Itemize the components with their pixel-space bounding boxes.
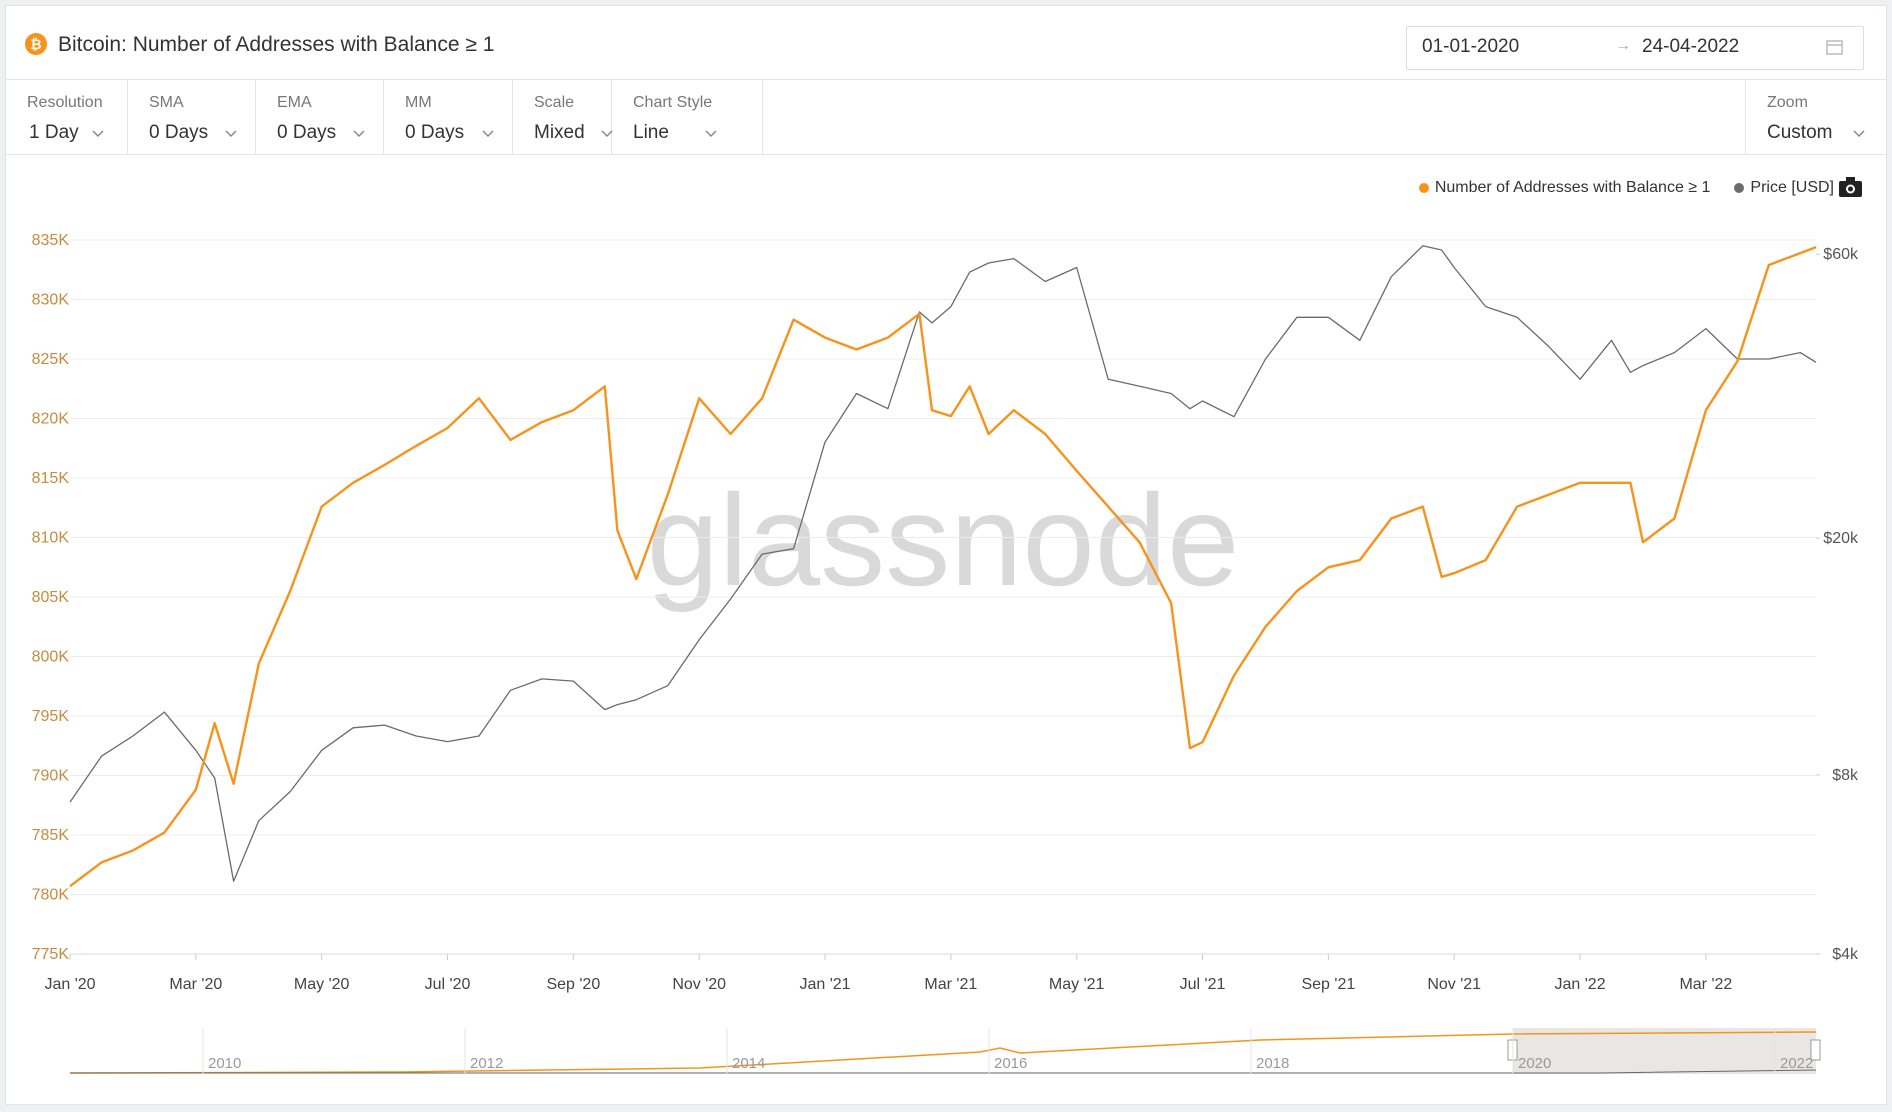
- tool-label: Zoom: [1767, 94, 1808, 111]
- x-tick-label: Sep '20: [546, 976, 600, 993]
- tool-value[interactable]: 1 Day: [29, 122, 79, 143]
- x-tick-label: Nov '21: [1427, 976, 1481, 993]
- calendar-icon: [1826, 40, 1843, 55]
- x-tick-label: Jan '20: [44, 976, 95, 993]
- tool-value[interactable]: Line: [633, 122, 669, 143]
- tool-label: EMA: [277, 94, 312, 111]
- y2-tick-label: $20k: [1823, 530, 1859, 547]
- bitcoin-icon: ₿: [25, 33, 47, 55]
- legend-marker: [1734, 183, 1745, 193]
- page-title: Bitcoin: Number of Addresses with Balanc…: [58, 33, 495, 56]
- navigator-price: [70, 1069, 1817, 1074]
- svg-text:₿: ₿: [30, 36, 41, 52]
- scale-select[interactable]: Scale Mixed: [512, 80, 612, 154]
- resolution-select[interactable]: Resolution 1 Day: [6, 80, 128, 154]
- legend-item[interactable]: Price [USD]: [1734, 179, 1834, 197]
- tool-label: SMA: [149, 94, 184, 111]
- navigator-window[interactable]: [1513, 1028, 1816, 1074]
- legend-marker: [1418, 183, 1429, 193]
- x-tick-label: May '20: [294, 976, 350, 993]
- camera-icon[interactable]: [1838, 176, 1864, 198]
- x-tick-label: Jul '21: [1180, 976, 1226, 993]
- sma-select[interactable]: SMA 0 Days: [127, 80, 256, 154]
- y-tick-label: 800K: [32, 649, 70, 666]
- y2-tick-label: $4k: [1832, 946, 1859, 963]
- tool-value[interactable]: 0 Days: [149, 122, 209, 143]
- legend: Number of Addresses with Balance ≥ 1 Pric…: [1401, 179, 1834, 197]
- watermark: glassnode: [647, 467, 1240, 613]
- x-tick-label: Mar '21: [924, 976, 977, 993]
- tool-label: Resolution: [27, 94, 103, 111]
- tool-value[interactable]: 0 Days: [405, 122, 465, 143]
- ema-select[interactable]: EMA 0 Days: [255, 80, 384, 154]
- tool-value[interactable]: Custom: [1767, 122, 1833, 143]
- y-tick-label: 820K: [32, 411, 70, 428]
- y-tick-label: 830K: [32, 292, 70, 309]
- navigator-label: 2014: [732, 1055, 765, 1072]
- legend-label: Price [USD]: [1750, 179, 1834, 196]
- navigator-label: 2012: [470, 1055, 503, 1072]
- y-tick-label: 775K: [32, 946, 70, 963]
- tool-label: Chart Style: [633, 94, 713, 111]
- date-to[interactable]: 24-04-2022: [1642, 36, 1740, 57]
- chart-card: ₿ Bitcoin: Number of Addresses with Bala…: [5, 5, 1887, 1105]
- y-tick-label: 780K: [32, 887, 70, 904]
- navigator-handle[interactable]: [1810, 1039, 1821, 1061]
- x-tick-label: Sep '21: [1301, 976, 1355, 993]
- y-tick-label: 810K: [32, 530, 70, 547]
- navigator-label: 2016: [994, 1055, 1027, 1072]
- y2-tick-label: $60k: [1823, 246, 1859, 263]
- x-tick-label: Jul '20: [425, 976, 471, 993]
- x-tick-label: Mar '22: [1679, 976, 1732, 993]
- y-tick-label: 815K: [32, 470, 70, 487]
- legend-label: Number of Addresses with Balance ≥ 1: [1434, 179, 1711, 196]
- navigator: 2010 2012 2014 2016 2018 2020 2022: [69, 1028, 1821, 1074]
- tool-value[interactable]: Mixed: [534, 122, 585, 143]
- chart-style-select[interactable]: Chart Style Line: [611, 80, 763, 154]
- tool-value[interactable]: 0 Days: [277, 122, 337, 143]
- x-tick-label: May '21: [1049, 976, 1105, 993]
- navigator-label: 2018: [1256, 1055, 1289, 1072]
- chevrons: [92, 130, 1865, 138]
- date-from[interactable]: 01-01-2020: [1422, 36, 1520, 57]
- tool-label: MM: [405, 94, 432, 111]
- y-tick-label: 805K: [32, 589, 70, 606]
- y-tick-label: 795K: [32, 708, 70, 725]
- date-range-picker[interactable]: 01-01-2020 → 24-04-2022: [1406, 26, 1864, 70]
- navigator-line: [69, 1031, 1817, 1074]
- series-line: [69, 245, 1817, 888]
- mm-select[interactable]: MM 0 Days: [383, 80, 513, 154]
- y-tick-label: 790K: [32, 768, 70, 785]
- toolbar: Resolution 1 Day SMA 0 Days EMA 0 Days MM 0 …: [6, 79, 1886, 155]
- y-tick-label: 785K: [32, 827, 70, 844]
- x-tick-label: Jan '22: [1555, 976, 1606, 993]
- y2-tick-label: $8k: [1832, 767, 1859, 784]
- legend-item[interactable]: Number of Addresses with Balance ≥ 1: [1418, 179, 1711, 197]
- series-line: [69, 245, 1817, 882]
- x-tick-label: Jan '21: [799, 976, 850, 993]
- zoom-select[interactable]: Zoom Custom: [1745, 80, 1887, 154]
- navigator-label: 2010: [208, 1055, 241, 1072]
- navigator-label: 2022: [1780, 1055, 1813, 1072]
- navigator-label: 2020: [1518, 1055, 1551, 1072]
- y-tick-label: 835K: [32, 232, 70, 249]
- x-tick-label: Nov '20: [672, 976, 726, 993]
- x-tick-label: Mar '20: [169, 976, 222, 993]
- arrow: →: [1615, 37, 1631, 54]
- y-tick-label: 825K: [32, 351, 70, 368]
- tool-label: Scale: [534, 94, 575, 111]
